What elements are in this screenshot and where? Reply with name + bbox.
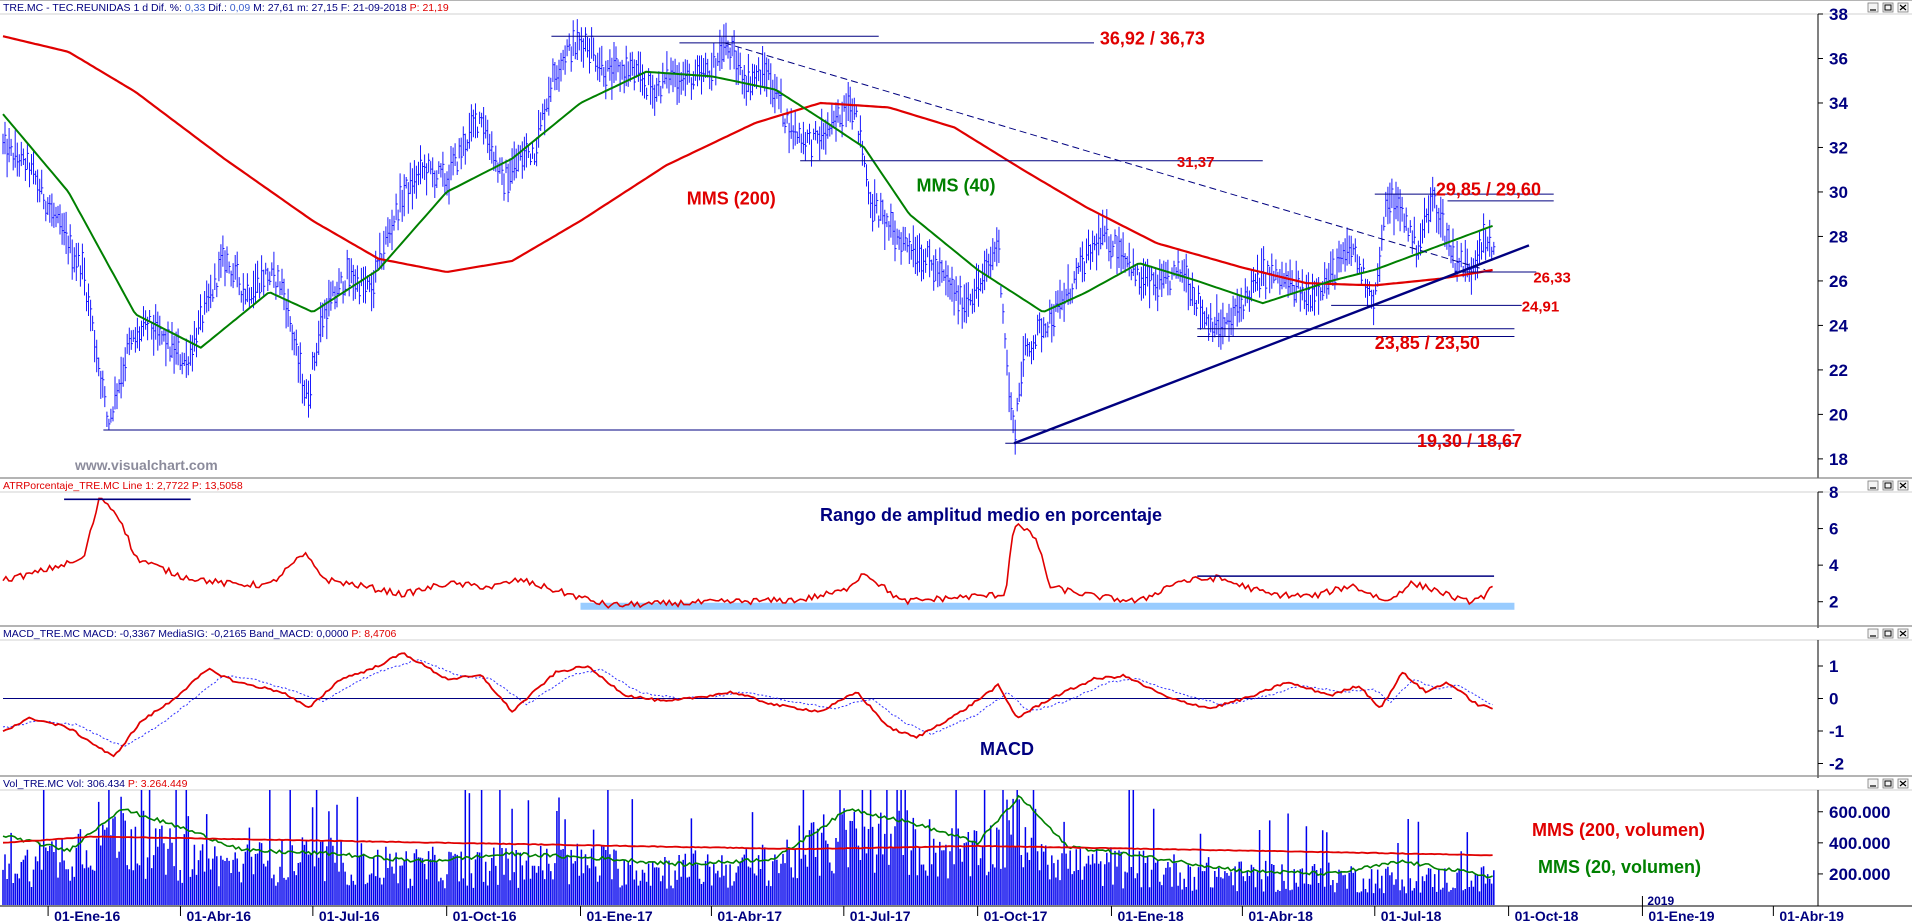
volume-sma20-line [2, 794, 1493, 879]
atr-y-axis-tick-label: 6 [1829, 520, 1838, 539]
price-y-axis-tick-label: 38 [1829, 5, 1848, 24]
sma200-line [2, 35, 1493, 287]
price-y-axis-tick-label: 22 [1829, 361, 1848, 380]
price-y-axis-tick-label: 34 [1829, 94, 1848, 113]
atr-y-axis-tick-label: 4 [1829, 556, 1839, 575]
price-y-axis-tick-label: 36 [1829, 49, 1848, 68]
price-y-axis-tick-label: 26 [1829, 272, 1848, 291]
price-y-axis-tick-label: 20 [1829, 405, 1848, 424]
atr-line [2, 497, 1493, 609]
price-annotation: 29,85 / 29,60 [1436, 180, 1541, 200]
x-axis-tick-label: 01-Abr-17 [717, 908, 782, 922]
volume-header: Vol_TRE.MC Vol: 306.434 P: 3.264.449 [3, 778, 188, 790]
x-axis-tick-label: 01-Abr-18 [1248, 908, 1313, 922]
x-axis-tick-label: 01-Ene-19 [1648, 908, 1714, 922]
close-icon [1897, 628, 1909, 639]
minimize-icon [1867, 2, 1879, 13]
year-marker-label: 2019 [1647, 894, 1674, 908]
price-annotation: MMS (200) [687, 189, 776, 209]
maximize-icon [1882, 2, 1894, 13]
x-axis-tick-label: 01-Oct-17 [984, 908, 1048, 922]
maximize-icon [1882, 628, 1894, 639]
x-axis-tick-label: 01-Oct-18 [1515, 908, 1579, 922]
volume-sma200-label: MMS (200, volumen) [1532, 820, 1705, 840]
macd-signal-line [2, 658, 1493, 747]
x-axis-tick-label: 01-Jul-18 [1381, 908, 1442, 922]
price-y-axis-tick-label: 24 [1829, 316, 1848, 335]
support-trendline [1013, 244, 1530, 445]
x-axis-tick-label: 01-Ene-16 [54, 908, 120, 922]
atr-y-axis-tick-label: 2 [1829, 593, 1838, 612]
volume-y-axis-tick-label: 600.000 [1829, 803, 1890, 822]
macd-y-axis-tick-label: -1 [1829, 722, 1844, 741]
minimize-icon [1867, 778, 1879, 789]
price-header: TRE.MC - TEC.REUNIDAS 1 d Dif. %: 0,33 D… [3, 2, 449, 14]
volume-sma20-label: MMS (20, volumen) [1538, 857, 1701, 877]
macd-y-axis-tick-label: -2 [1829, 755, 1844, 774]
price-annotation: 24,91 [1522, 298, 1560, 315]
price-annotation: 23,85 / 23,50 [1375, 333, 1480, 353]
atr-header: ATRPorcentaje_TRE.MC Line 1: 2,7722 P: 1… [3, 480, 243, 492]
x-axis-tick-label: 01-Jul-16 [319, 908, 380, 922]
minimize-icon [1867, 628, 1879, 639]
atr-title: Rango de amplitud medio en porcentaje [820, 505, 1162, 525]
price-y-axis-tick-label: 32 [1829, 138, 1848, 157]
x-axis-tick-label: 01-Jul-17 [850, 908, 911, 922]
volume-sma200-line [2, 835, 1493, 857]
macd-y-axis-tick-label: 0 [1829, 690, 1838, 709]
atr-y-axis-tick-label: 8 [1829, 483, 1838, 502]
close-icon [1897, 2, 1909, 13]
macd-header: MACD_TRE.MC MACD: -0,3367 MediaSIG: -0,2… [3, 628, 397, 640]
close-icon [1897, 480, 1909, 491]
price-y-axis-tick-label: 30 [1829, 183, 1848, 202]
maximize-icon [1882, 480, 1894, 491]
watermark: www.visualchart.com [74, 457, 218, 473]
price-annotation: 26,33 [1533, 269, 1571, 286]
x-axis-tick-label: 01-Ene-17 [587, 908, 653, 922]
price-y-axis-tick-label: 28 [1829, 227, 1848, 246]
price-annotation: 19,30 / 18,67 [1417, 431, 1522, 451]
volume-bars [2, 790, 1495, 905]
sma40-line [2, 70, 1493, 349]
minimize-icon [1867, 480, 1879, 491]
macd-y-axis-tick-label: 1 [1829, 657, 1838, 676]
price-annotation: 31,37 [1177, 154, 1215, 171]
x-axis-tick-label: 01-Abr-16 [186, 908, 251, 922]
resistance-trendline [724, 42, 1486, 271]
close-icon [1897, 778, 1909, 789]
macd-title: MACD [980, 739, 1034, 759]
x-axis-tick-label: 01-Oct-16 [453, 908, 517, 922]
price-annotation: 36,92 / 36,73 [1100, 28, 1205, 48]
macd-line [2, 652, 1493, 758]
price-y-axis-tick-label: 18 [1829, 450, 1848, 469]
x-axis-tick-label: 01-Ene-18 [1117, 908, 1183, 922]
x-axis-tick-label: 01-Abr-19 [1779, 908, 1844, 922]
price-annotation: MMS (40) [917, 175, 996, 195]
volume-y-axis-tick-label: 400.000 [1829, 834, 1890, 853]
volume-y-axis-tick-label: 200.000 [1829, 865, 1890, 884]
maximize-icon [1882, 778, 1894, 789]
